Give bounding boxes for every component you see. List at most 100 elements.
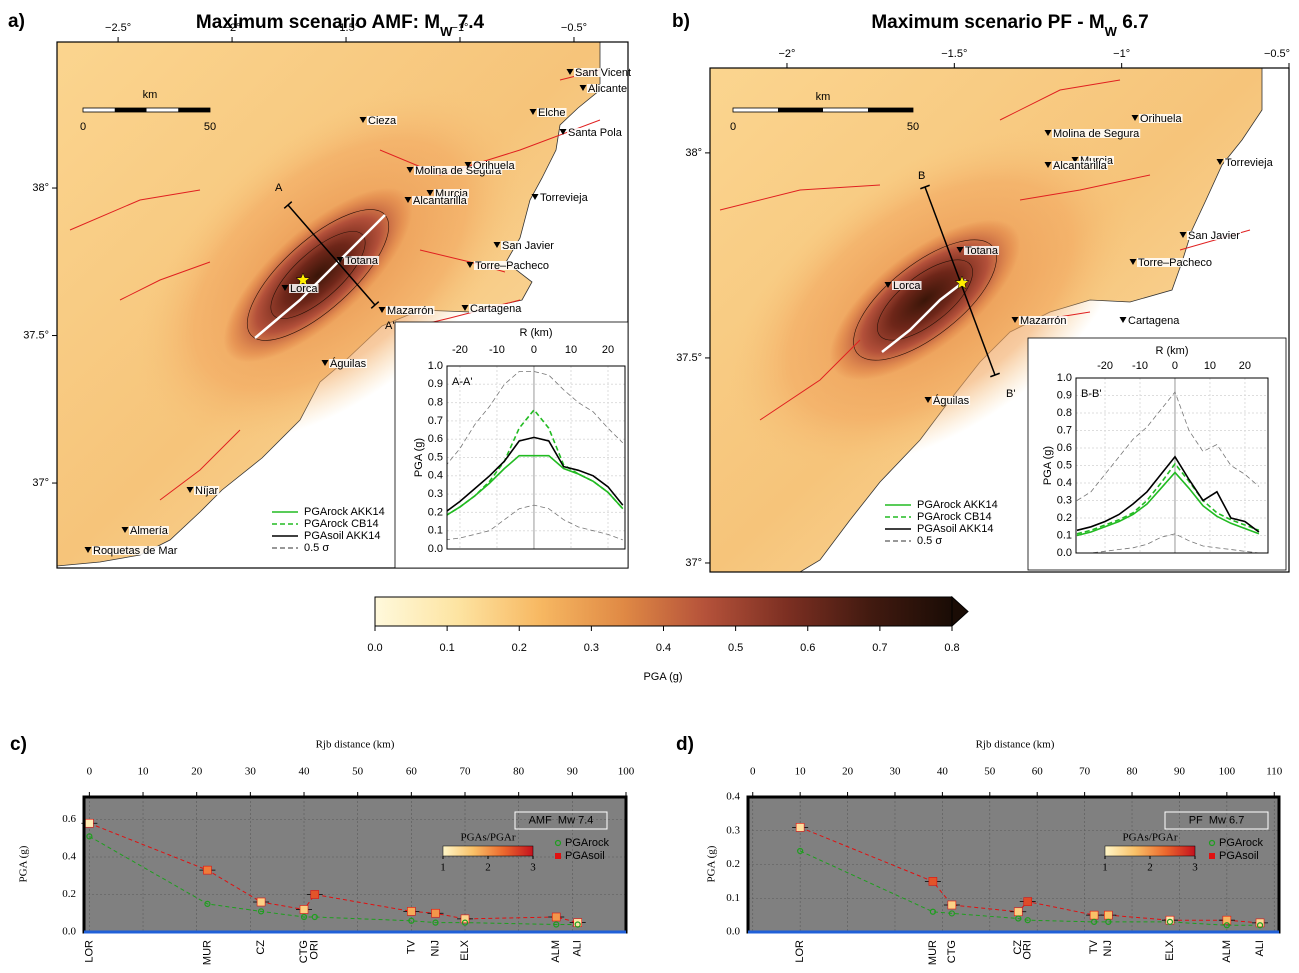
city-marker bbox=[281, 285, 289, 291]
plot-frame bbox=[1075, 377, 1269, 554]
series-line bbox=[1076, 471, 1260, 537]
scalebar-label: 0 bbox=[80, 121, 86, 133]
legend-swatch bbox=[554, 839, 562, 847]
city-label-bg bbox=[567, 128, 623, 137]
rock-marker bbox=[1015, 915, 1022, 922]
soil-marker bbox=[1222, 915, 1232, 925]
legend-label: PGArock CB14 bbox=[917, 511, 992, 523]
city-label-bg bbox=[129, 526, 169, 535]
annotation: AMF Mw 7.4 bbox=[529, 814, 594, 826]
y-tick-label: 0.5 bbox=[1057, 459, 1072, 471]
x-tick-label: 70 bbox=[460, 766, 472, 778]
y-tick-label: 0.2 bbox=[428, 506, 443, 518]
city-label: Cartagena bbox=[470, 303, 522, 315]
city-label: Torre–Pacheco bbox=[1138, 257, 1212, 269]
colorbar-tick-label: 0.7 bbox=[872, 642, 887, 654]
panel-label: c) bbox=[10, 734, 27, 755]
x-tick-label: 40 bbox=[299, 766, 311, 778]
y-tick-label: 37.5° bbox=[676, 352, 702, 364]
city-marker bbox=[1216, 159, 1224, 165]
ratio-tick-label: 3 bbox=[530, 862, 536, 874]
y-tick-label: 38° bbox=[685, 147, 702, 159]
x-tick-label: 10 bbox=[1204, 360, 1216, 372]
x-tick-label: −2° bbox=[779, 48, 796, 60]
colorbar-tick-label: 0.3 bbox=[584, 642, 599, 654]
scalebar-label: 0 bbox=[730, 121, 736, 133]
x-tick-label: −2.5° bbox=[105, 22, 131, 34]
y-tick-label: 0.3 bbox=[726, 824, 740, 836]
y-tick-label: 0.2 bbox=[62, 888, 76, 900]
colorbar-tick-label: 0.4 bbox=[656, 642, 671, 654]
city-label-bg bbox=[434, 189, 470, 198]
y-tick-label: 1.0 bbox=[428, 360, 443, 372]
rupture-trace bbox=[881, 279, 967, 353]
city-marker bbox=[378, 307, 386, 313]
x-axis-label: R (km) bbox=[520, 327, 553, 339]
city-label-bg bbox=[537, 108, 567, 117]
scalebar-segment bbox=[114, 108, 147, 112]
fault bbox=[1019, 174, 1151, 201]
rock-marker bbox=[461, 919, 469, 926]
contour bbox=[270, 231, 366, 319]
city-label: Cieza bbox=[368, 115, 397, 127]
soil-marker bbox=[551, 912, 561, 922]
rock-marker bbox=[929, 908, 937, 915]
annotation-box bbox=[514, 811, 608, 830]
city-marker bbox=[1044, 130, 1052, 136]
city-label-bg bbox=[329, 359, 368, 368]
annotation: PF Mw 6.7 bbox=[1189, 814, 1245, 826]
city-label-bg bbox=[964, 246, 1000, 255]
city-label: Totana bbox=[345, 255, 379, 267]
city-label: Torre–Pacheco bbox=[475, 260, 549, 272]
y-tick-label: 0.6 bbox=[62, 813, 76, 825]
city-label-bg bbox=[574, 68, 633, 77]
shaking-core bbox=[223, 187, 413, 363]
y-tick-label: 0.9 bbox=[1057, 389, 1072, 401]
y-tick-label: 0.9 bbox=[428, 378, 443, 390]
city-marker bbox=[956, 247, 964, 253]
y-tick-label: 0.8 bbox=[428, 397, 443, 409]
y-tick-label: 0.4 bbox=[428, 470, 443, 482]
city-label-bg bbox=[367, 116, 398, 125]
rock-marker bbox=[1256, 922, 1264, 929]
legend-label: PGArock CB14 bbox=[304, 518, 379, 530]
profile-end bbox=[370, 301, 380, 309]
rock-marker bbox=[257, 908, 265, 915]
station-label: ELX bbox=[459, 939, 471, 960]
x-tick-label: −0.5° bbox=[1264, 48, 1290, 60]
y-tick-label: 0.2 bbox=[726, 858, 740, 870]
x-axis-label: Rjb distance (km) bbox=[316, 739, 395, 751]
y-tick-label: 0.7 bbox=[1057, 424, 1072, 436]
scalebar-unit: km bbox=[816, 91, 831, 103]
x-tick-label: 0 bbox=[87, 766, 93, 778]
soil-marker bbox=[299, 905, 309, 914]
city-label-bg bbox=[474, 261, 550, 270]
x-tick-label: −1° bbox=[452, 22, 469, 34]
x-tick-label: 0 bbox=[531, 344, 537, 356]
rock-marker bbox=[432, 919, 439, 926]
city-label: Lorca bbox=[290, 283, 318, 295]
x-tick-label: 80 bbox=[513, 766, 525, 778]
x-tick-label: 90 bbox=[567, 766, 579, 778]
city-marker bbox=[461, 305, 469, 311]
city-marker bbox=[559, 129, 567, 135]
city-label: Santa Pola bbox=[568, 127, 623, 139]
map-frame bbox=[56, 41, 629, 569]
y-tick-label: 0.4 bbox=[62, 851, 76, 863]
x-tick-label: 70 bbox=[1079, 766, 1091, 778]
plot-frame bbox=[446, 365, 626, 550]
soil-marker bbox=[310, 890, 320, 899]
legend-label: PGAsoil bbox=[565, 850, 605, 862]
plot-area bbox=[1076, 391, 1260, 553]
profile-end bbox=[990, 372, 1000, 378]
x-tick-label: 60 bbox=[1032, 766, 1044, 778]
y-axis-label: PGA (g) bbox=[706, 845, 718, 882]
rock-marker bbox=[1024, 917, 1031, 924]
city-label: Elche bbox=[538, 107, 566, 119]
ratio-colorbar bbox=[1104, 845, 1196, 857]
title-part: 7.4 bbox=[452, 12, 484, 33]
profile-chart: -20 -10 0 10 20 0.0 0.1 0.2 0.3 0.4 0.5 0.6 0.7 0.8 0.… bbox=[1027, 337, 1287, 571]
city-label-bg bbox=[932, 396, 971, 405]
city-marker bbox=[84, 547, 92, 553]
